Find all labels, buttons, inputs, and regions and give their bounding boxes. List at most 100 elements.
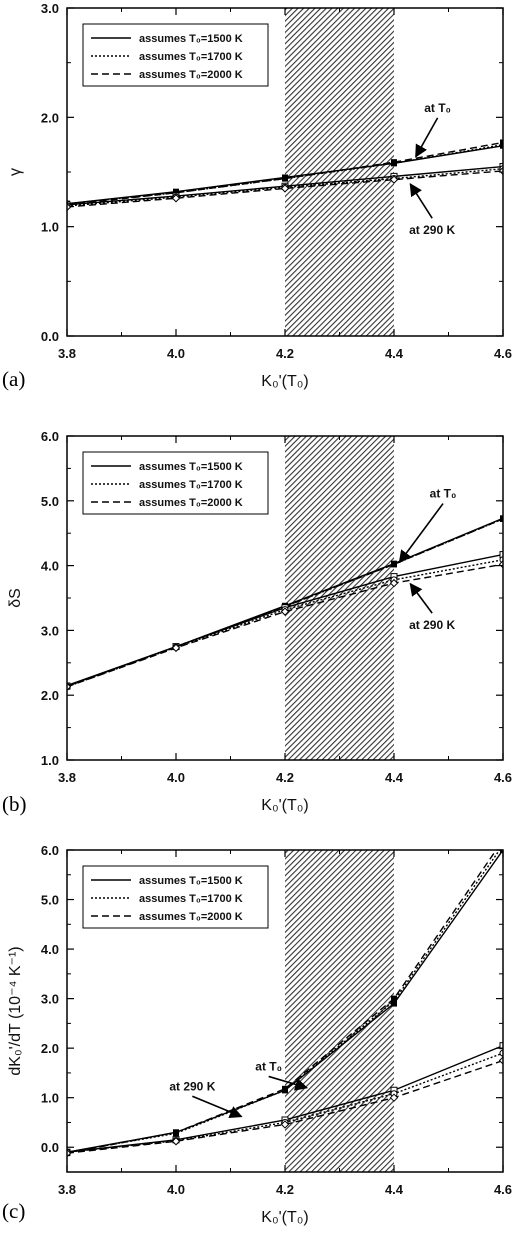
legend-entry: assumes T₀=1700 K xyxy=(139,479,243,491)
legend-box xyxy=(82,865,269,929)
data-point xyxy=(171,194,181,203)
annotation-label: at T₀ xyxy=(255,1059,282,1073)
y-tick-label: 0.0 xyxy=(41,1140,59,1155)
chart-panel-b: 3.8 4.0 4.2 4.4 4.6 1.0 2.0 3.0 4.0 5.0 6.0 K₀'(T₀)… xyxy=(2,429,512,816)
shaded-region xyxy=(285,8,394,336)
series-line-t0-dashed xyxy=(67,141,503,206)
y-tick-label: 6.0 xyxy=(41,429,59,444)
data-point xyxy=(67,1148,72,1158)
x-tick-label: 3.8 xyxy=(58,1182,76,1197)
data-point xyxy=(282,175,288,182)
data-point xyxy=(391,159,397,166)
y-tick-label: 1.0 xyxy=(41,753,59,768)
x-tick-label: 4.2 xyxy=(276,346,294,361)
x-tick-label: 4.6 xyxy=(494,346,512,361)
legend-box xyxy=(82,23,269,87)
data-point xyxy=(391,561,397,568)
series-line-290k-dashed xyxy=(67,170,503,208)
data-point xyxy=(500,515,503,522)
x-tick-label: 4.4 xyxy=(385,1182,404,1197)
data-point xyxy=(67,682,72,691)
x-tick-label: 4.6 xyxy=(494,1182,512,1197)
annotation-arrow xyxy=(415,117,439,158)
annotation-label: at 290 K xyxy=(409,223,455,237)
data-point xyxy=(173,1129,179,1136)
x-tick-label: 4.2 xyxy=(276,770,294,785)
legend-entry: assumes T₀=1500 K xyxy=(139,33,243,45)
data-point xyxy=(499,551,503,559)
data-point xyxy=(389,1093,399,1102)
data-point xyxy=(500,850,503,853)
y-axis-label: γ xyxy=(7,168,24,176)
y-tick-label: 0.0 xyxy=(41,329,59,344)
series-line-290k-dashed xyxy=(67,563,503,688)
legend-box xyxy=(82,451,269,515)
annotation-arrow xyxy=(192,1095,243,1119)
annotation-arrow xyxy=(398,503,444,564)
data-point xyxy=(391,995,397,1002)
panel-label: (a) xyxy=(2,367,25,391)
x-axis-label: K₀'(T₀) xyxy=(261,797,308,814)
data-point xyxy=(171,1137,181,1146)
series-line-t0-dashed xyxy=(67,850,498,1154)
x-tick-label: 4.6 xyxy=(494,770,512,785)
series-line-290k-dotted xyxy=(67,168,503,207)
x-tick-label: 4.0 xyxy=(167,770,185,785)
y-tick-label: 2.0 xyxy=(41,1041,59,1056)
annotation-label: at T₀ xyxy=(430,487,457,501)
panel-label: (c) xyxy=(2,1199,25,1223)
annotation-arrow xyxy=(409,182,433,219)
data-point xyxy=(280,1120,290,1129)
x-tick-label: 4.0 xyxy=(167,346,185,361)
x-tick-label: 3.8 xyxy=(58,346,76,361)
y-tick-label: 3.0 xyxy=(41,623,59,638)
data-point xyxy=(389,175,399,184)
series-line-t0-dotted xyxy=(67,850,501,1153)
y-tick-label: 2.0 xyxy=(41,688,59,703)
annotation-label: at T₀ xyxy=(424,101,451,115)
data-point xyxy=(67,202,72,212)
annotation-arrow xyxy=(409,582,433,614)
data-point xyxy=(499,1042,503,1050)
annotation-label: at 290 K xyxy=(169,1079,215,1093)
y-tick-label: 1.0 xyxy=(41,220,59,235)
chart-panel-c: 3.8 4.0 4.2 4.4 4.6 0.0 1.0 2.0 3.0 4.0 5.0 6.0 K₀'(… xyxy=(2,837,512,1226)
x-tick-label: 4.4 xyxy=(385,770,404,785)
annotation-arrow xyxy=(268,1075,309,1091)
y-tick-label: 4.0 xyxy=(41,942,59,957)
legend-entry: assumes T₀=1700 K xyxy=(139,51,243,63)
chart-panel-a: 3.8 4.0 4.2 4.4 4.6 0.0 1.0 2.0 3.0 K₀'(T₀) γ (a) as… xyxy=(2,1,512,391)
y-tick-label: 1.0 xyxy=(41,1091,59,1106)
y-tick-label: 6.0 xyxy=(41,843,59,858)
y-axis-label: dK₀'/dT (10⁻⁴ K⁻¹) xyxy=(7,946,24,1075)
legend-entry: assumes T₀=2000 K xyxy=(139,911,243,923)
shaded-region xyxy=(285,850,394,1172)
y-tick-label: 3.0 xyxy=(41,992,59,1007)
legend-entry: assumes T₀=2000 K xyxy=(139,69,243,81)
x-axis-label: K₀'(T₀) xyxy=(261,1209,308,1226)
y-tick-label: 4.0 xyxy=(41,559,59,574)
x-tick-label: 4.2 xyxy=(276,1182,294,1197)
data-point xyxy=(280,607,290,616)
legend-entry: assumes T₀=2000 K xyxy=(139,497,243,509)
data-point xyxy=(171,643,181,653)
panel-label: (b) xyxy=(2,792,27,816)
x-tick-label: 4.0 xyxy=(167,1182,185,1197)
annotation-label: at 290 K xyxy=(409,618,455,632)
data-point xyxy=(498,166,503,176)
data-point xyxy=(282,1085,288,1092)
y-axis-label: δS xyxy=(7,588,24,608)
y-tick-label: 2.0 xyxy=(41,110,59,125)
legend-entry: assumes T₀=1500 K xyxy=(139,875,243,887)
x-axis-label: K₀'(T₀) xyxy=(261,373,308,390)
legend-entry: assumes T₀=1500 K xyxy=(139,461,243,473)
data-point xyxy=(280,184,290,193)
x-tick-label: 4.4 xyxy=(385,346,404,361)
series-line-t0-dotted xyxy=(67,143,503,205)
data-point xyxy=(500,842,506,848)
data-point xyxy=(389,578,399,588)
y-tick-label: 5.0 xyxy=(41,893,59,908)
y-tick-label: 3.0 xyxy=(41,1,59,16)
data-point xyxy=(500,837,506,843)
data-point xyxy=(498,1056,503,1065)
